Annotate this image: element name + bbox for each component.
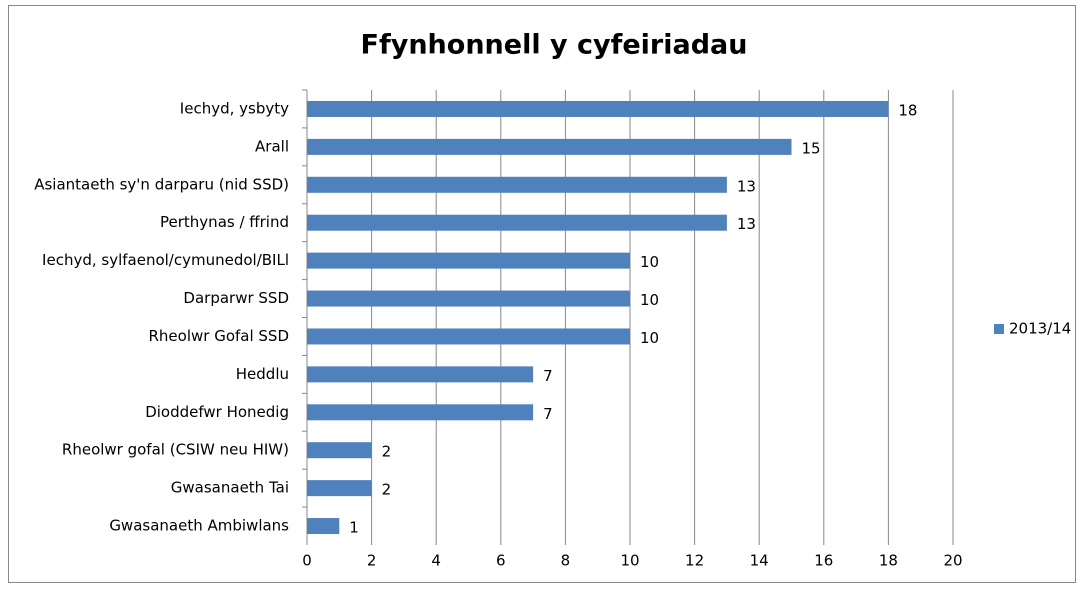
bar xyxy=(307,176,727,193)
data-label: 10 xyxy=(640,291,659,309)
bar xyxy=(307,366,534,383)
x-tick-label: 10 xyxy=(620,552,639,570)
legend-label: 2013/14 xyxy=(1009,320,1071,338)
data-label: 1 xyxy=(349,519,359,537)
y-tick-label: Rheolwr Gofal SSD xyxy=(148,327,289,345)
data-label: 10 xyxy=(640,329,659,347)
chart-title: Ffynhonnell y cyfeiriadau xyxy=(361,30,748,61)
x-tick-label: 16 xyxy=(814,552,833,570)
bar xyxy=(307,214,727,231)
y-tick-label: Dioddefwr Honedig xyxy=(145,403,289,421)
bar xyxy=(307,328,630,345)
data-label: 10 xyxy=(640,253,659,271)
data-label: 15 xyxy=(802,139,821,157)
data-label: 18 xyxy=(898,101,917,119)
bar xyxy=(307,290,630,307)
data-label: 2 xyxy=(382,481,392,499)
x-tick-label: 6 xyxy=(496,552,506,570)
x-tick-label: 12 xyxy=(685,552,704,570)
bar xyxy=(307,480,372,497)
y-tick-label: Rheolwr gofal (CSIW neu HIW) xyxy=(62,441,289,459)
legend-swatch xyxy=(994,324,1004,334)
y-tick-label: Iechyd, sylfaenol/cymunedol/BILl xyxy=(42,251,289,269)
x-tick-label: 8 xyxy=(561,552,571,570)
bar xyxy=(307,404,534,421)
x-tick-label: 20 xyxy=(943,552,962,570)
data-label: 13 xyxy=(737,177,756,195)
bar xyxy=(307,252,630,269)
x-tick-label: 18 xyxy=(879,552,898,570)
x-tick-label: 2 xyxy=(367,552,377,570)
bar xyxy=(307,518,340,535)
bar xyxy=(307,442,372,459)
data-label: 13 xyxy=(737,215,756,233)
bar xyxy=(307,138,792,155)
y-tick-label: Asiantaeth sy'n darparu (nid SSD) xyxy=(34,175,289,193)
y-tick-label: Gwasanaeth Ambiwlans xyxy=(109,517,289,535)
x-tick-label: 0 xyxy=(302,552,312,570)
y-tick-label: Perthynas / ffrind xyxy=(160,213,289,231)
y-tick-label: Darparwr SSD xyxy=(183,289,289,307)
data-label: 7 xyxy=(543,367,553,385)
x-tick-label: 4 xyxy=(431,552,441,570)
y-tick-label: Iechyd, ysbyty xyxy=(180,99,289,117)
y-tick-label: Arall xyxy=(255,137,289,155)
y-tick-label: Gwasanaeth Tai xyxy=(171,479,289,497)
data-label: 2 xyxy=(382,443,392,461)
x-tick-label: 14 xyxy=(750,552,769,570)
bar xyxy=(307,100,889,117)
data-label: 7 xyxy=(543,405,553,423)
y-tick-label: Heddlu xyxy=(236,365,289,383)
